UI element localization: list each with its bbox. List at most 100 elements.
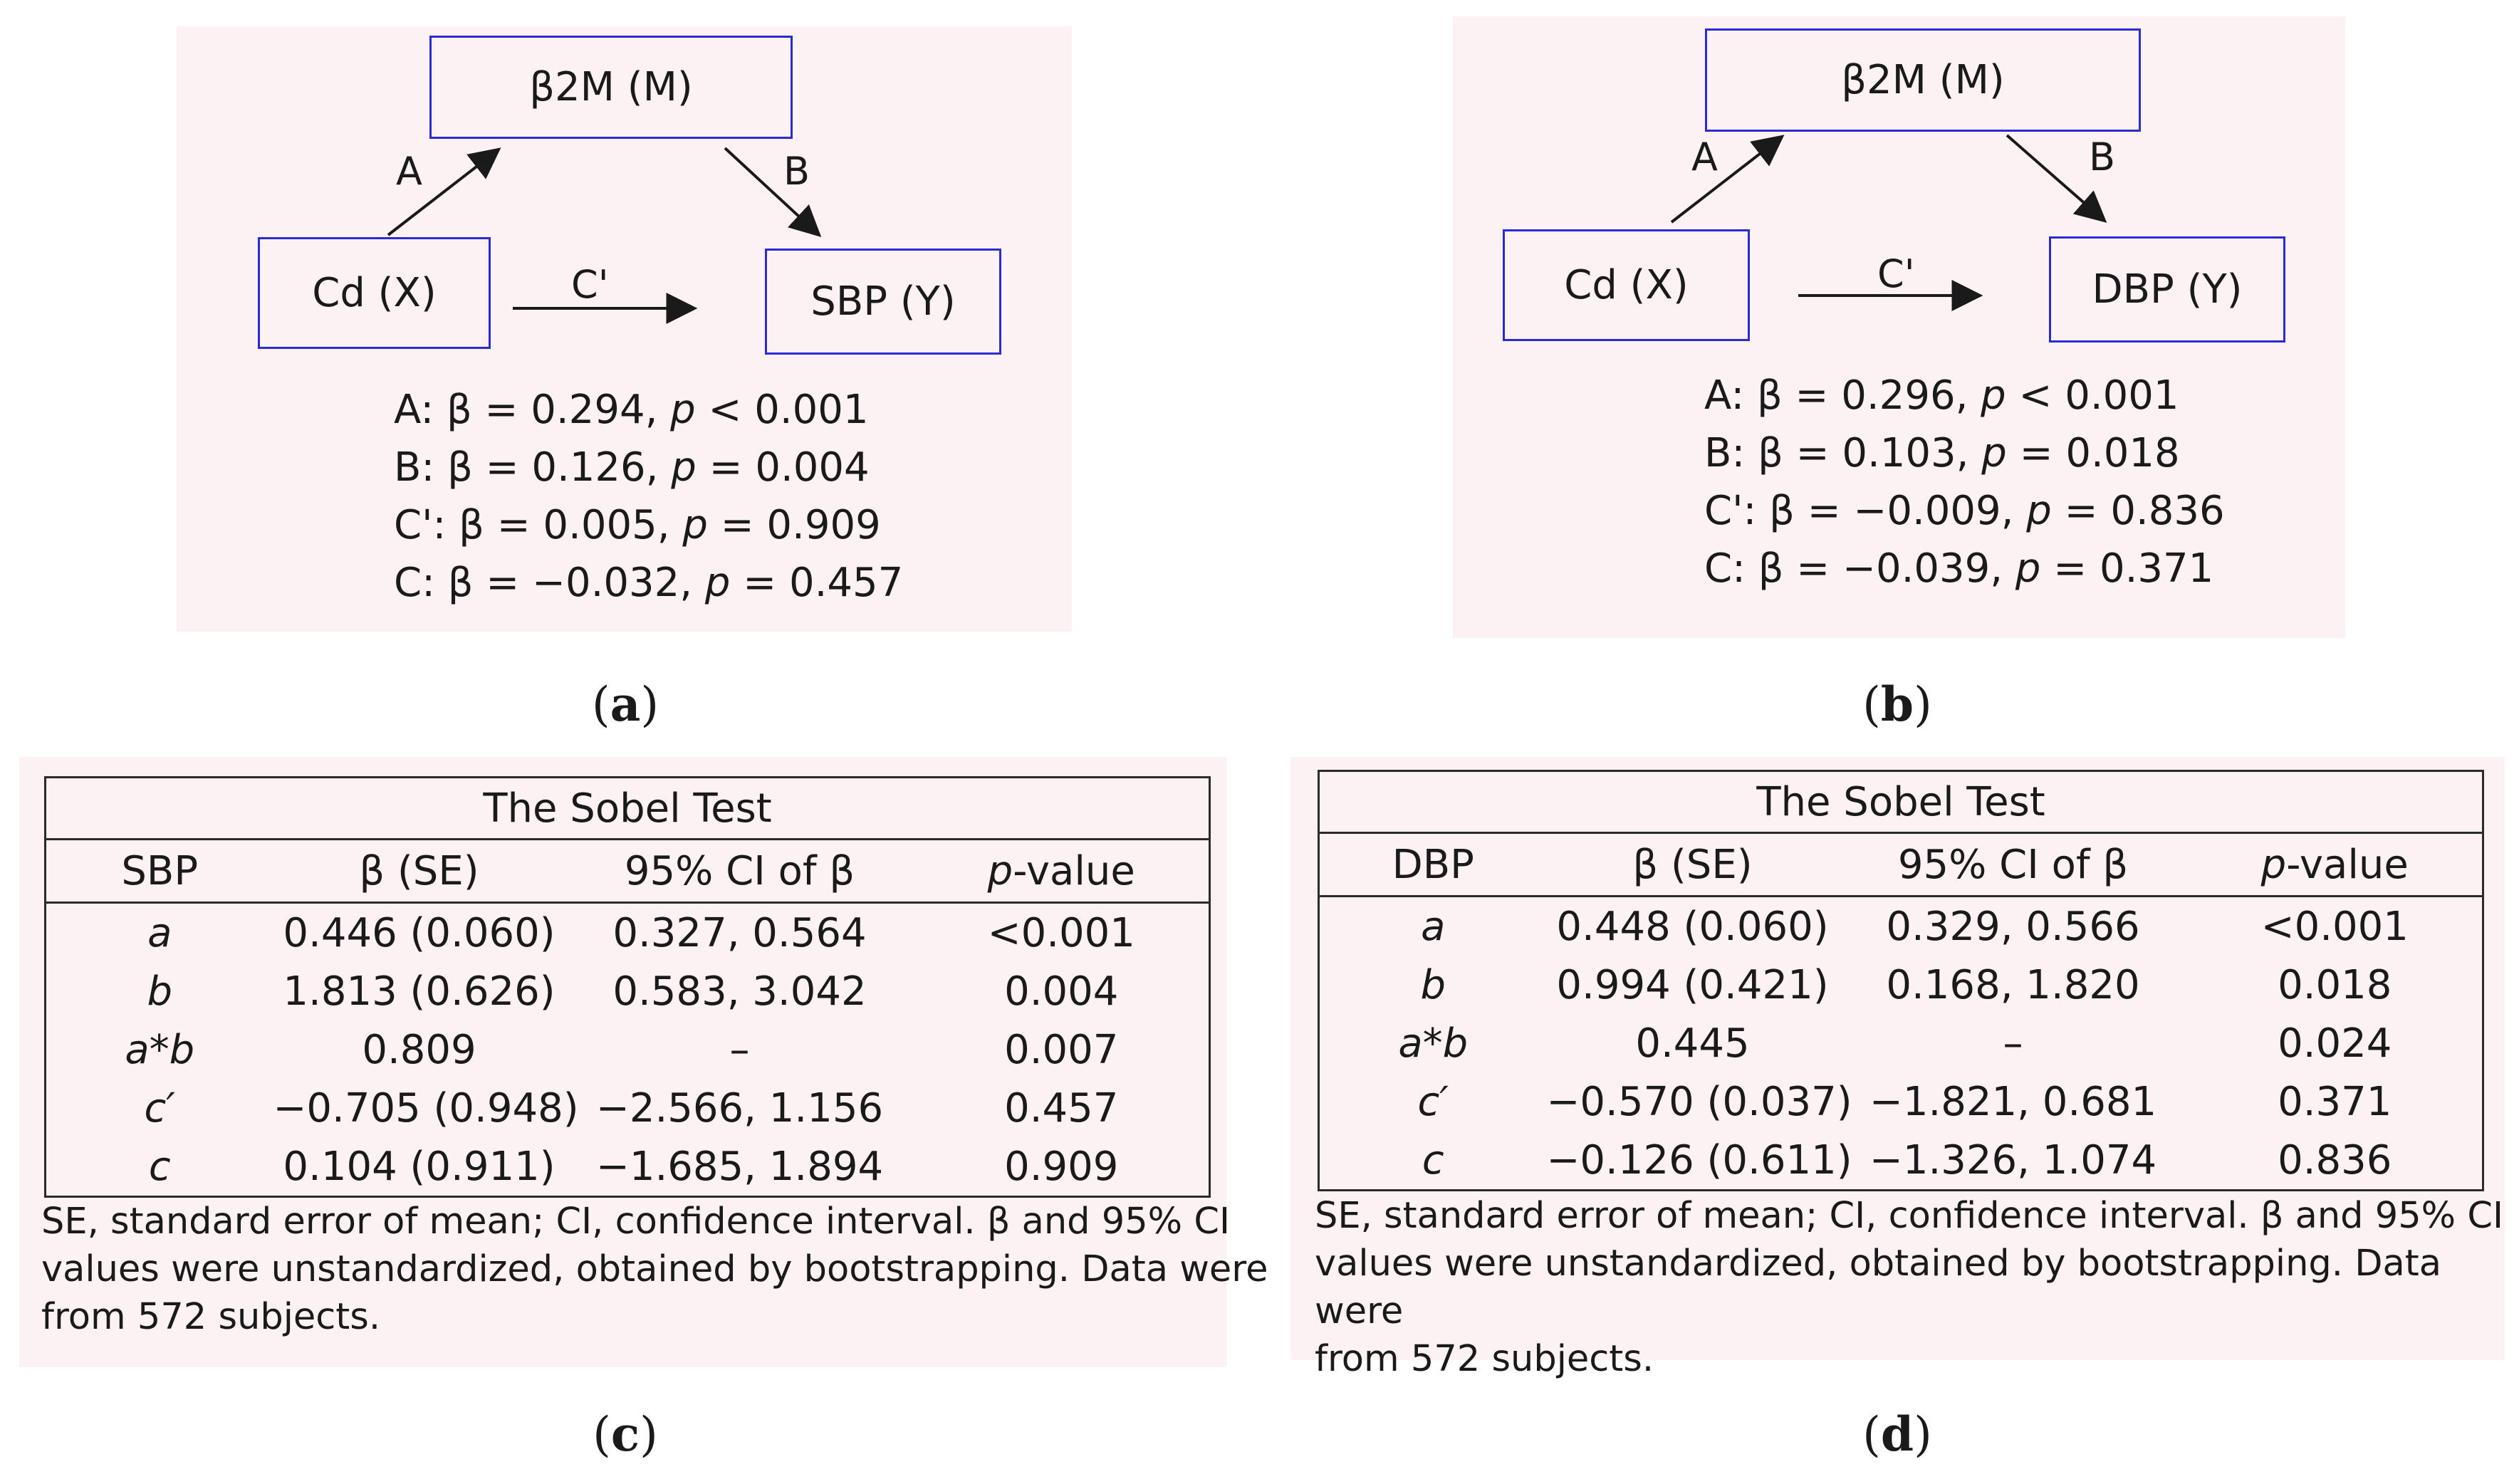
stat-row: A: β = 0.296, p < 0.001 (1704, 367, 2225, 424)
path-cell: a*b (1398, 1020, 1469, 1067)
stat-p: p (1981, 430, 2007, 476)
p-cell: 0.457 (1004, 1085, 1119, 1132)
path-statistics-a: A: β = 0.294, p < 0.001 B: β = 0.126, p … (394, 381, 903, 612)
stat-row: C: β = −0.039, p = 0.371 (1704, 540, 2225, 597)
table-row: a 0.448 (0.060) 0.329, 0.566 <0.001 (1319, 897, 2483, 956)
stat-prefix: A: β = 0.294, (394, 387, 671, 433)
table-footnote-d: SE, standard error of mean; CI, confiden… (1315, 1192, 2519, 1383)
beta-cell: 0.809 (362, 1026, 476, 1073)
p-cell: 0.007 (1004, 1026, 1119, 1073)
column-header-p-value: p-value (914, 839, 1210, 904)
path-cell: b (147, 968, 173, 1015)
footnote-line: values were unstandardized, obtained by … (41, 1248, 1268, 1290)
table-row: b 1.813 (0.626) 0.583, 3.042 0.004 (46, 962, 1210, 1020)
stat-prefix: C: β = −0.032, (394, 560, 705, 606)
caption-open: ( (591, 677, 610, 732)
sobel-table-d: The Sobel Test DBP β (SE) 95% CI of β p-… (1318, 770, 2485, 1191)
stat-suffix: < 0.001 (695, 387, 869, 433)
footnote-line: values were unstandardized, obtained by … (1315, 1243, 2441, 1332)
outcome-node-a: SBP (Y) (765, 249, 1001, 355)
caption-letter: d (1880, 1406, 1914, 1462)
beta-cell: 1.813 (0.626) (283, 968, 556, 1015)
table-title: The Sobel Test (1318, 770, 2483, 834)
stat-p: p (670, 387, 696, 433)
table-row: c −0.126 (0.611) −1.326, 1.074 0.836 (1319, 1131, 2483, 1191)
table-row: a*b 0.445 – 0.024 (1319, 1014, 2483, 1072)
p-italic: p (2260, 841, 2287, 888)
table-row: b 0.994 (0.421) 0.168, 1.820 0.018 (1319, 956, 2483, 1014)
p-suffix: -value (2286, 841, 2409, 888)
stat-suffix: = 0.004 (696, 444, 870, 491)
table-row: c′ −0.705 (0.948) −2.566, 1.156 0.457 (46, 1079, 1210, 1137)
p-cell: 0.004 (1004, 968, 1119, 1015)
p-cell: 0.024 (2278, 1020, 2392, 1067)
caption-close: ) (640, 677, 659, 732)
column-header-ci: 95% CI of β (565, 839, 914, 904)
footnote-line: SE, standard error of mean; CI, confiden… (41, 1201, 1230, 1243)
exposure-label: Cd (X) (312, 270, 437, 316)
beta-cell: 0.448 (0.060) (1556, 903, 1829, 950)
table-header-row: DBP β (SE) 95% CI of β p-value (1318, 832, 2483, 897)
arrow-b-path-b (2006, 134, 2107, 223)
caption-open: ( (1862, 1407, 1881, 1462)
ci-cell: −2.566, 1.156 (595, 1085, 884, 1132)
caption-close: ) (1914, 1407, 1932, 1462)
stat-p: p (671, 444, 697, 491)
p-cell: 0.371 (2278, 1078, 2392, 1125)
footnote-line: SE, standard error of mean; CI, confiden… (1315, 1195, 2503, 1237)
table-row: c′ −0.570 (0.037) −1.821, 0.681 0.371 (1319, 1072, 2483, 1131)
p-italic: p (987, 847, 1013, 894)
beta-cell: 0.445 (1635, 1020, 1750, 1067)
ci-cell: 0.327, 0.564 (612, 909, 867, 956)
caption-close: ) (640, 1407, 658, 1462)
stat-suffix: = 0.909 (707, 502, 881, 548)
ci-cell: – (2003, 1020, 2023, 1067)
edge-label-a-path: A (1691, 135, 1718, 179)
stat-suffix: = 0.457 (730, 560, 904, 606)
stat-suffix: = 0.018 (2006, 430, 2180, 476)
p-cell: <0.001 (987, 909, 1135, 956)
column-header-outcome: DBP (1318, 832, 1547, 897)
mediator-node-a: β2M (M) (429, 36, 793, 139)
stat-p: p (1981, 372, 2006, 419)
footnote-line: from 572 subjects. (1315, 1338, 1654, 1380)
column-header-p-value: p-value (2187, 832, 2483, 897)
stat-p: p (682, 502, 708, 548)
path-cell: a (1421, 903, 1446, 950)
ci-cell: 0.329, 0.566 (1886, 903, 2140, 950)
ci-cell: −1.685, 1.894 (595, 1143, 884, 1190)
ci-cell: – (729, 1026, 750, 1073)
arrow-a-path-a (387, 147, 501, 236)
caption-c: (c) (547, 1406, 704, 1462)
stat-prefix: C: β = −0.039, (1704, 545, 2015, 592)
caption-letter: c (610, 1406, 640, 1462)
beta-cell: 0.994 (0.421) (1556, 961, 1829, 1008)
column-header-ci: 95% CI of β (1838, 832, 2188, 897)
stat-p: p (704, 560, 731, 606)
stat-p: p (2026, 488, 2052, 534)
edge-label-c-prime-path: C' (571, 262, 609, 307)
beta-cell: −0.705 (0.948) (273, 1085, 579, 1132)
path-cell: c (148, 1143, 171, 1190)
exposure-node-a: Cd (X) (258, 237, 491, 349)
column-header-beta-se: β (SE) (1546, 832, 1839, 897)
table-row: c 0.104 (0.911) −1.685, 1.894 0.909 (46, 1137, 1210, 1197)
stat-row: B: β = 0.103, p = 0.018 (1704, 424, 2225, 482)
stat-row: A: β = 0.294, p < 0.001 (394, 381, 903, 439)
path-statistics-b: A: β = 0.296, p < 0.001 B: β = 0.103, p … (1704, 367, 2225, 597)
stat-row: C': β = 0.005, p = 0.909 (394, 496, 903, 554)
path-cell: c′ (144, 1085, 175, 1132)
path-cell: c (1422, 1136, 1444, 1183)
beta-cell: 0.446 (0.060) (283, 909, 556, 956)
path-cell: b (1420, 961, 1446, 1008)
exposure-label: Cd (X) (1564, 262, 1689, 308)
p-suffix: -value (1013, 847, 1135, 894)
beta-cell: −0.570 (0.037) (1546, 1078, 1852, 1125)
column-header-beta-se: β (SE) (273, 839, 565, 904)
exposure-node-b: Cd (X) (1503, 229, 1750, 341)
table-row: a*b 0.809 – 0.007 (46, 1020, 1210, 1079)
column-header-outcome: SBP (45, 839, 273, 904)
stat-row: C: β = −0.032, p = 0.457 (394, 554, 903, 612)
stat-suffix: < 0.001 (2006, 372, 2179, 419)
